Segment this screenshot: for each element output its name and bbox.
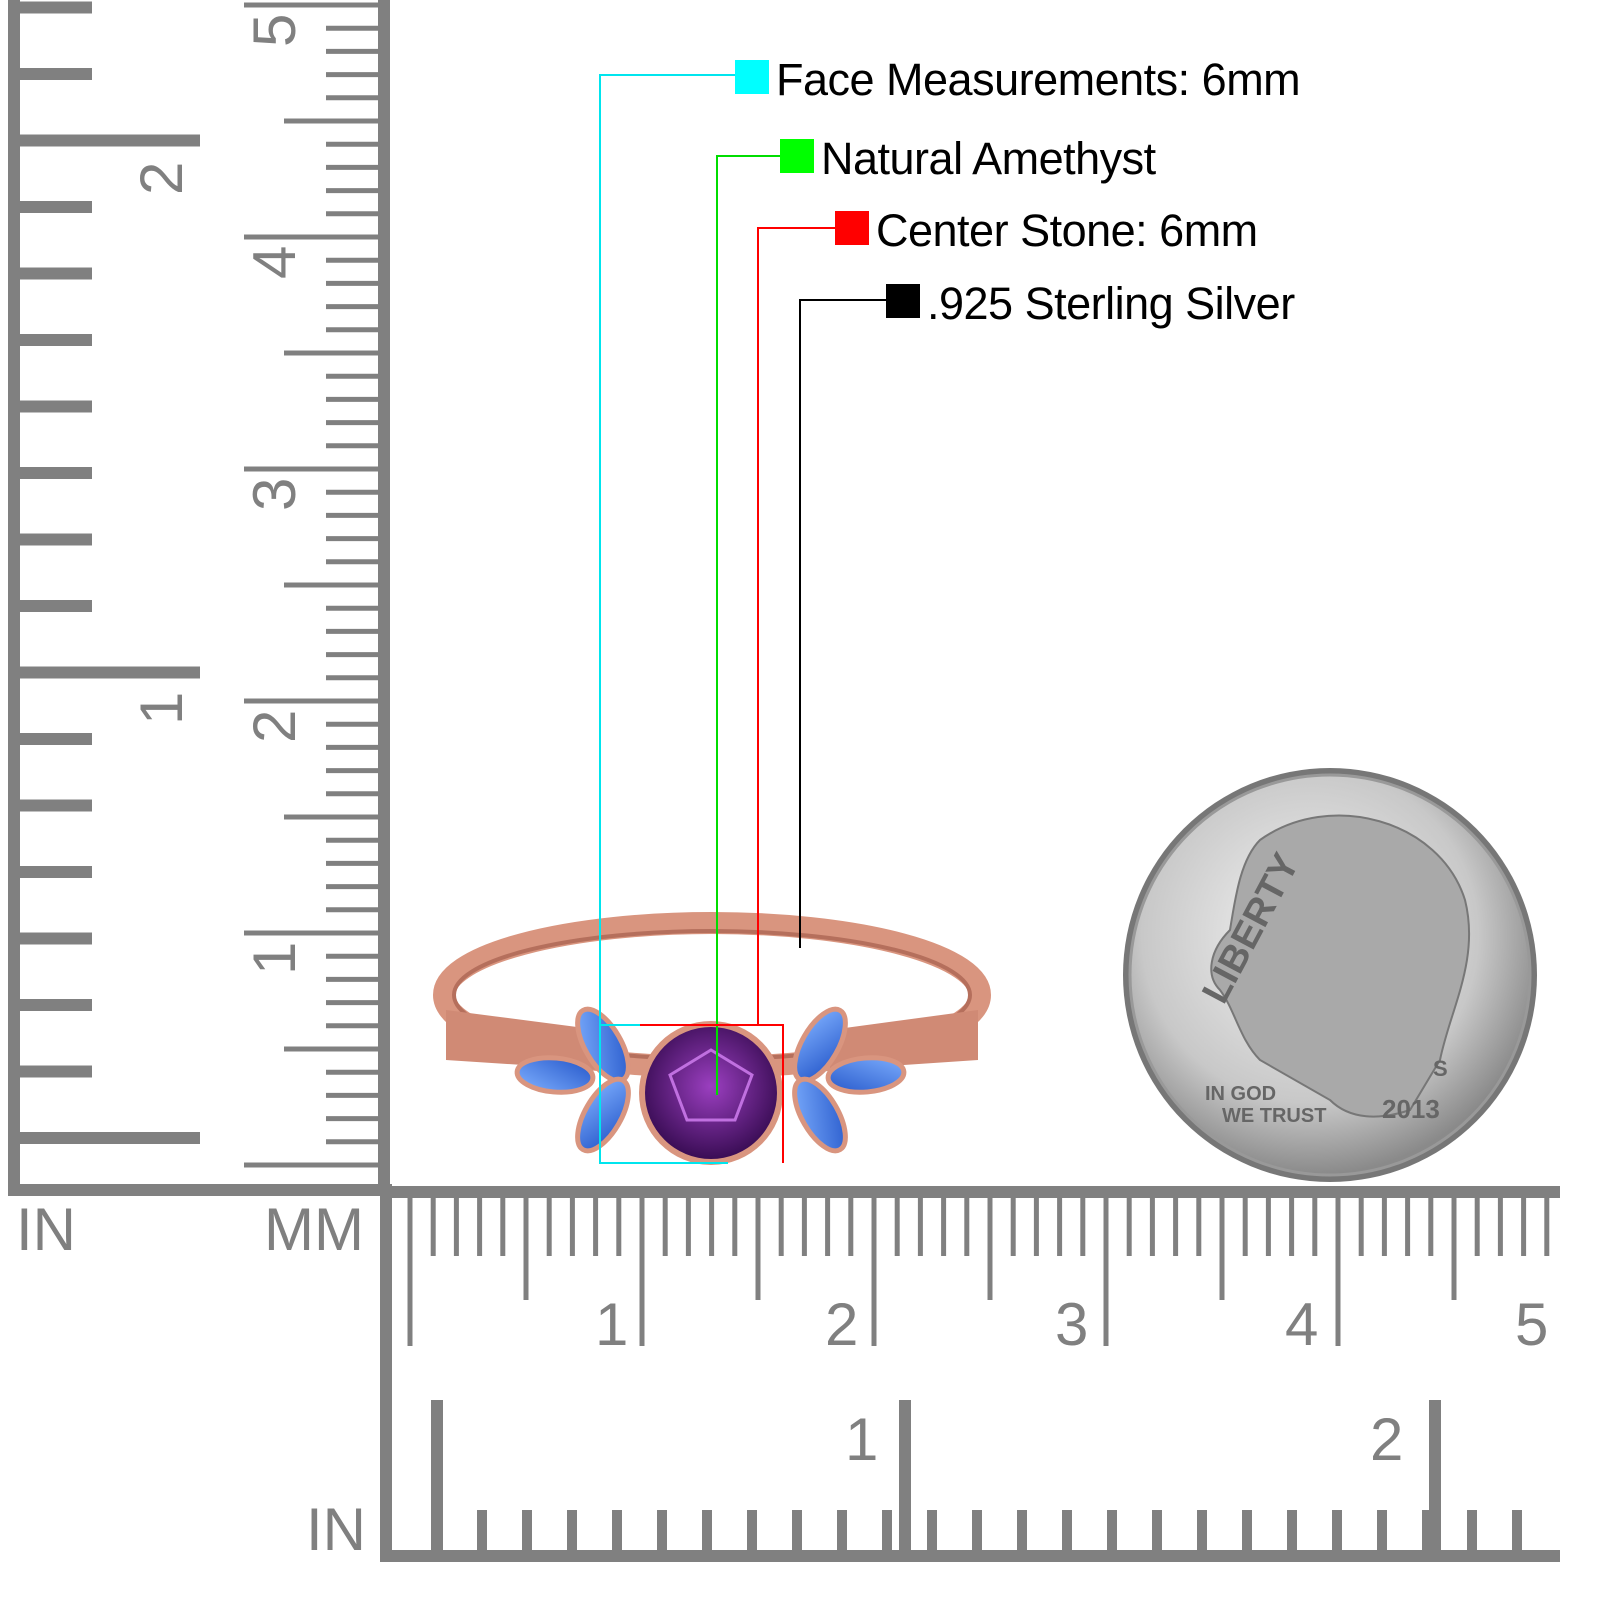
legend-swatch (735, 60, 769, 94)
coin-motto-1: IN GOD (1205, 1083, 1276, 1105)
ruler-mm-label: 2 (825, 1291, 858, 1358)
legend-label: Center Stone: 6mm (876, 205, 1258, 256)
legend-label: Natural Amethyst (821, 133, 1156, 184)
rulers: 1 2 3 4 5 1 2 1 2 3 4 5 1 2 (8, 0, 1560, 1562)
legend-swatch (886, 284, 920, 318)
ruler-in-label: 1 (128, 692, 195, 725)
ruler-mm-label: 1 (595, 1291, 628, 1358)
portrait (1210, 814, 1471, 1118)
coin-motto-2: WE TRUST (1222, 1105, 1326, 1127)
ruler-mm-label: 5 (241, 14, 308, 47)
ruler-mm-label: 1 (241, 942, 308, 975)
coin-year: 2013 (1382, 1094, 1440, 1124)
ruler-mm-label: 5 (1515, 1291, 1548, 1358)
legend-swatch (780, 139, 814, 173)
center-stone (645, 1027, 777, 1159)
ruler-unit-inch-vertical: IN (16, 1196, 76, 1263)
ruler-mm-label: 4 (241, 246, 308, 279)
ruler-unit-mm: MM (264, 1196, 364, 1263)
ruler-mm-label: 3 (1055, 1291, 1088, 1358)
ruler-mm-label: 2 (241, 710, 308, 743)
coin-mint-mark: S (1433, 1056, 1448, 1081)
dime-coin: LIBERTY IN GOD WE TRUST 2013 S (1123, 768, 1537, 1182)
legend-label: .925 Sterling Silver (927, 278, 1295, 329)
legend-swatch (835, 211, 869, 245)
ruler-mm-label: 4 (1285, 1291, 1318, 1358)
ruler-mm-label: 3 (241, 478, 308, 511)
ruler-in-label: 2 (1370, 1406, 1403, 1473)
ruler-in-label: 2 (128, 162, 195, 195)
legend-label: Face Measurements: 6mm (776, 54, 1301, 105)
ruler-in-label: 1 (845, 1406, 878, 1473)
ruler-unit-inch-horizontal: IN (306, 1496, 366, 1563)
side-stones (514, 1006, 907, 1154)
ring (433, 912, 991, 1165)
callout-lines (599, 74, 886, 1164)
